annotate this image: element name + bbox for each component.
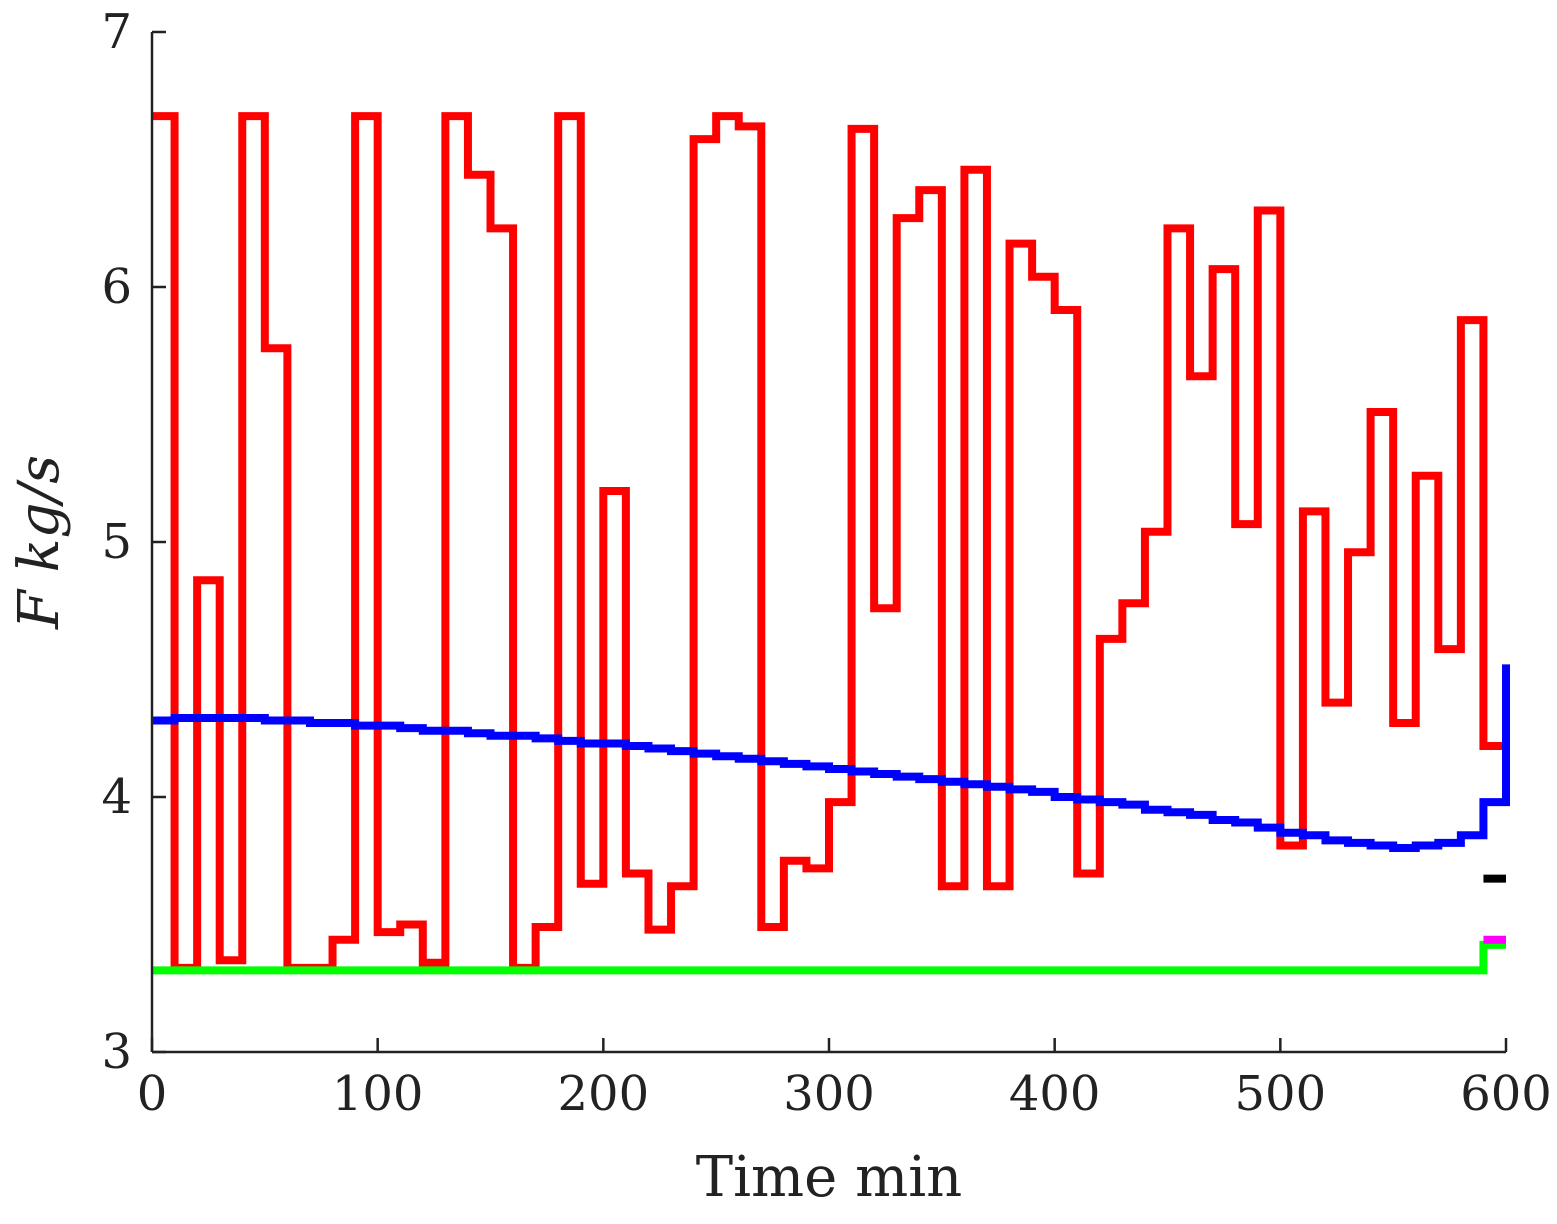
series-layer xyxy=(152,112,1510,975)
x-tick-label: 500 xyxy=(1235,1066,1327,1122)
y-tick-label: 5 xyxy=(101,514,132,570)
x-axis-label: Time min xyxy=(696,1145,962,1210)
series-line-3 xyxy=(152,940,1506,975)
y-tick-label: 3 xyxy=(101,1024,132,1080)
y-tick-label: 6 xyxy=(101,259,132,315)
y-tick-label: 4 xyxy=(101,769,132,825)
series-line-2 xyxy=(152,664,1510,852)
x-tick-label: 400 xyxy=(1009,1066,1101,1122)
series-line-1 xyxy=(152,112,1506,972)
x-tick-label: 200 xyxy=(558,1066,650,1122)
x-tick-label: 100 xyxy=(332,1066,424,1122)
x-tick-label: 0 xyxy=(137,1066,168,1122)
y-tick-label: 7 xyxy=(101,4,132,60)
x-tick-label: 300 xyxy=(783,1066,875,1122)
ticks-layer: 0 100 200 300 400 500 600 3 4 5 6 7 xyxy=(101,4,1551,1122)
y-axis-label: F kg/s xyxy=(7,455,72,630)
x-tick-label: 600 xyxy=(1460,1066,1552,1122)
